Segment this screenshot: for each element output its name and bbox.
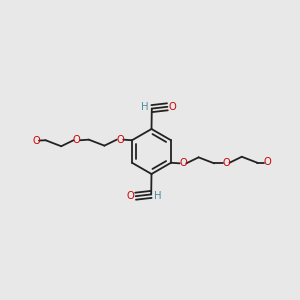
Text: O: O [73, 135, 81, 145]
Text: O: O [116, 135, 124, 145]
Text: O: O [179, 158, 187, 168]
Text: O: O [222, 158, 230, 168]
Text: O: O [127, 191, 135, 201]
Text: O: O [32, 136, 40, 146]
Text: O: O [168, 102, 176, 112]
Text: O: O [263, 158, 271, 167]
Text: H: H [154, 190, 162, 201]
Text: H: H [142, 102, 149, 112]
